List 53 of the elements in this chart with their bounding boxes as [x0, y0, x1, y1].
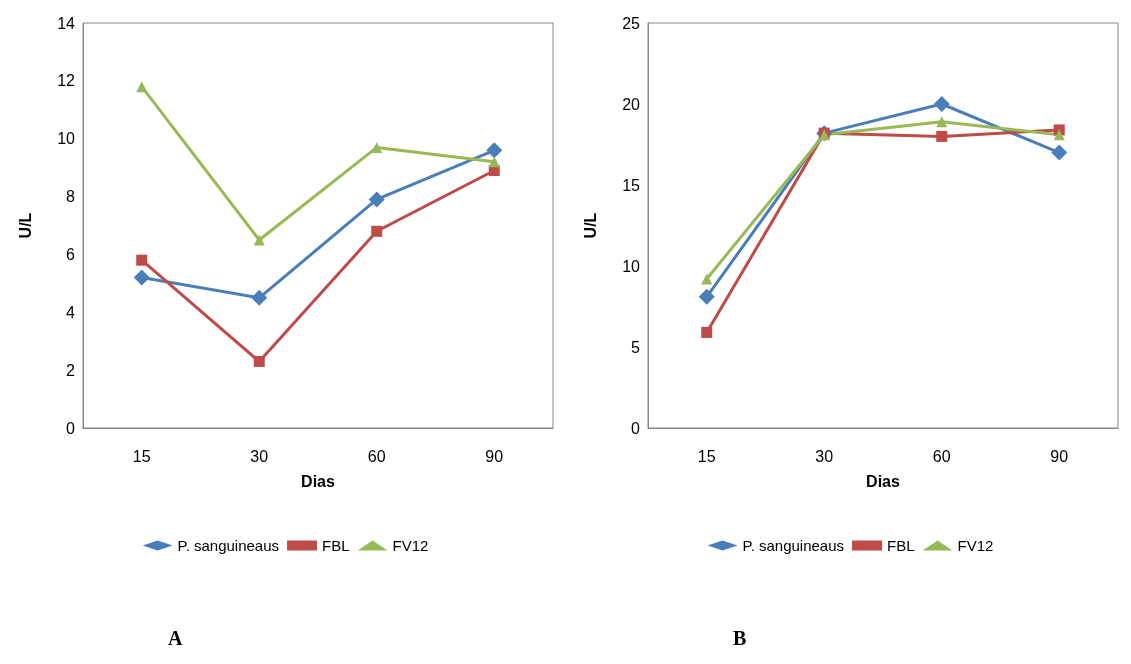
- x-tick-label: 90: [485, 447, 504, 465]
- y-tick-label: 15: [622, 176, 641, 194]
- point: [486, 142, 503, 159]
- y-tick-label: 20: [622, 95, 641, 113]
- legend-label: FV12: [392, 537, 429, 554]
- y-tick-label: 10: [622, 257, 641, 275]
- text: A: [168, 627, 183, 649]
- point: [253, 355, 265, 367]
- point: [133, 269, 150, 286]
- text: B: [733, 627, 747, 649]
- legend-label: FV12: [957, 537, 994, 554]
- y-axis-title: U/L: [16, 212, 34, 239]
- point: [371, 225, 383, 237]
- y-tick-label: 14: [57, 14, 76, 32]
- x-tick-label: 30: [250, 447, 269, 465]
- y-tick-label: 0: [631, 419, 641, 437]
- point: [253, 234, 265, 246]
- point: [1051, 144, 1068, 161]
- y-axis-title: U/L: [581, 212, 599, 239]
- y-tick-label: 6: [66, 245, 76, 263]
- point: [698, 288, 715, 305]
- point: [371, 141, 383, 153]
- legend-label: P. sanguineaus: [742, 537, 845, 554]
- point: [936, 116, 948, 128]
- y-tick-label: 2: [66, 361, 76, 379]
- point: [701, 326, 713, 338]
- legend-label: P. sanguineaus: [177, 537, 280, 554]
- y-tick-label: 4: [66, 303, 76, 321]
- x-axis-title: Dias: [866, 472, 900, 490]
- point: [701, 273, 713, 285]
- legend-label: FBL: [887, 537, 915, 554]
- y-tick-label: 10: [57, 130, 76, 148]
- x-tick-label: 30: [815, 447, 834, 465]
- y-tick-label: 0: [66, 419, 76, 437]
- x-tick-label: 60: [367, 447, 386, 465]
- legend-label: FBL: [322, 537, 350, 554]
- point: [136, 81, 148, 93]
- point: [488, 156, 500, 168]
- y-tick-label: 8: [66, 188, 76, 206]
- y-tick-label: 12: [57, 72, 76, 90]
- x-tick-label: 60: [932, 447, 951, 465]
- point: [251, 289, 268, 306]
- y-tick-label: 5: [631, 338, 641, 356]
- y-tick-label: 25: [622, 14, 641, 32]
- x-tick-label: 90: [1050, 447, 1069, 465]
- point: [933, 96, 950, 112]
- point: [136, 254, 148, 266]
- point: [368, 191, 385, 208]
- point: [1053, 129, 1065, 141]
- x-axis-title: Dias: [301, 472, 335, 490]
- x-tick-label: 15: [132, 447, 151, 465]
- x-tick-label: 15: [697, 447, 716, 465]
- point: [936, 130, 948, 142]
